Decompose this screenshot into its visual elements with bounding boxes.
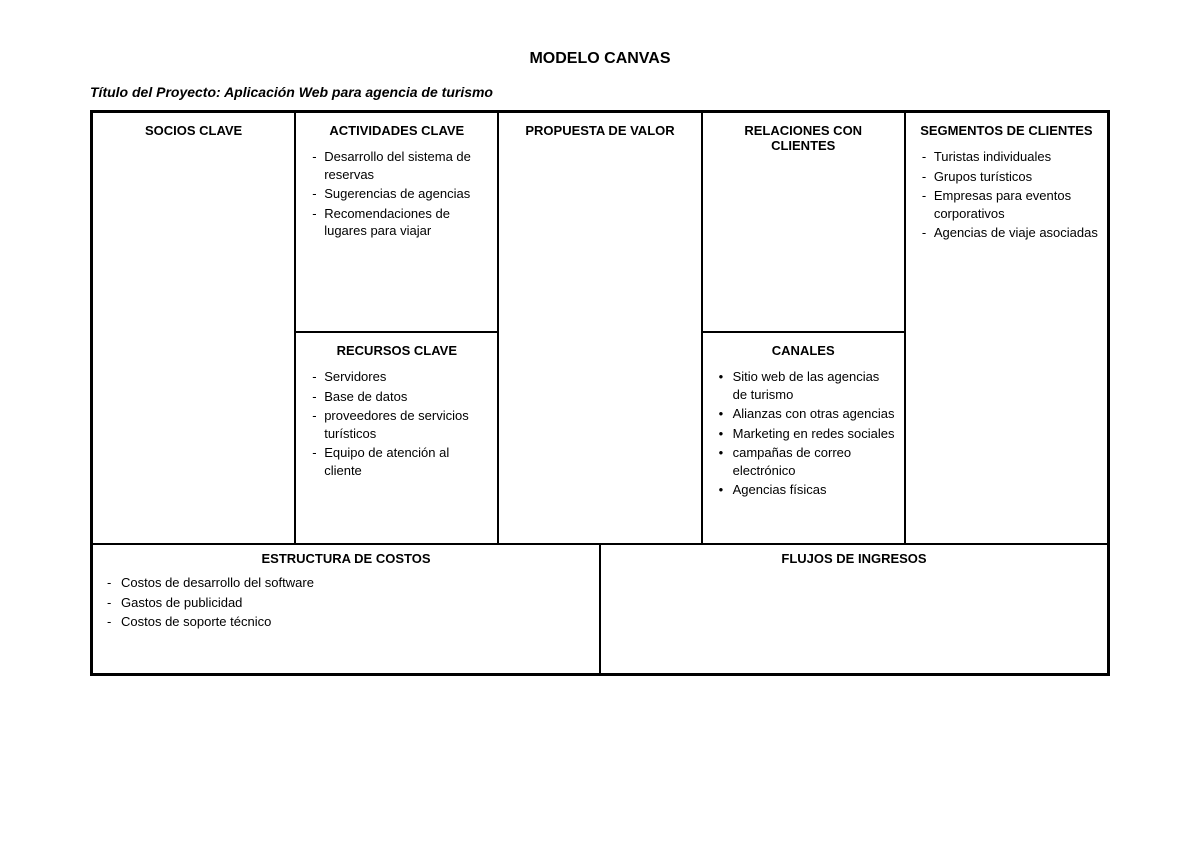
cell-flujos-ingresos: FLUJOS DE INGRESOS: [601, 545, 1107, 673]
list-recursos-clave: Servidores Base de datosproveedores de se…: [304, 368, 489, 479]
col-segmentos-clientes: SEGMENTOS DE CLIENTES Turistas individua…: [906, 113, 1107, 543]
project-name: Aplicación Web para agencia de turismo: [224, 84, 493, 100]
cell-propuesta-valor: PROPUESTA DE VALOR: [499, 113, 700, 543]
cell-recursos-clave: RECURSOS CLAVE Servidores Base de datospr…: [296, 333, 497, 543]
list-item: proveedores de servicios turísticos: [312, 407, 489, 442]
header-canales: CANALES: [711, 339, 896, 366]
cell-relaciones-clientes: RELACIONES CON CLIENTES: [703, 113, 904, 333]
col-propuesta-valor: PROPUESTA DE VALOR: [499, 113, 702, 543]
list-segmentos-clientes: Turistas individuales Grupos turísticosEm…: [914, 148, 1099, 242]
list-item: Marketing en redes sociales: [719, 425, 896, 443]
list-item: Base de datos: [312, 388, 489, 406]
list-item: Agencias de viaje asociadas: [922, 224, 1099, 242]
project-title-line: Título del Proyecto: Aplicación Web para…: [90, 84, 1110, 100]
cell-actividades-clave: ACTIVIDADES CLAVE Desarrollo del sistema…: [296, 113, 497, 333]
list-item: Sugerencias de agencias: [312, 185, 489, 203]
canvas-grid: SOCIOS CLAVE ACTIVIDADES CLAVE Desarroll…: [90, 110, 1110, 676]
list-item: Grupos turísticos: [922, 168, 1099, 186]
cell-socios-clave: SOCIOS CLAVE: [93, 113, 294, 543]
list-item: Gastos de publicidad: [101, 594, 591, 612]
list-item: Costos de desarrollo del software: [101, 574, 591, 592]
list-item: Empresas para eventos corporativos: [922, 187, 1099, 222]
list-item: Alianzas con otras agencias: [719, 405, 896, 423]
list-item: Desarrollo del sistema de reservas: [312, 148, 489, 183]
page-title: MODELO CANVAS: [90, 50, 1110, 68]
list-actividades-clave: Desarrollo del sistema de reservas Sugere…: [304, 148, 489, 240]
list-item: Sitio web de las agencias de turismo: [719, 368, 896, 403]
col-relaciones-canales: RELACIONES CON CLIENTES CANALES Sitio we…: [703, 113, 906, 543]
cell-canales: CANALES Sitio web de las agencias de tur…: [703, 333, 904, 543]
header-propuesta-valor: PROPUESTA DE VALOR: [507, 119, 692, 146]
col-actividades-recursos: ACTIVIDADES CLAVE Desarrollo del sistema…: [296, 113, 499, 543]
list-item: Servidores: [312, 368, 489, 386]
header-actividades-clave: ACTIVIDADES CLAVE: [304, 119, 489, 146]
list-item: Turistas individuales: [922, 148, 1099, 166]
col-socios-clave: SOCIOS CLAVE: [93, 113, 296, 543]
cell-segmentos-clientes: SEGMENTOS DE CLIENTES Turistas individua…: [906, 113, 1107, 543]
header-estructura-costos: ESTRUCTURA DE COSTOS: [101, 549, 591, 572]
list-estructura-costos: Costos de desarrollo del software Gastos …: [101, 574, 591, 631]
header-socios-clave: SOCIOS CLAVE: [101, 119, 286, 146]
list-item: campañas de correo electrónico: [719, 444, 896, 479]
list-item: Costos de soporte técnico: [101, 613, 591, 631]
list-item: Agencias físicas: [719, 481, 896, 499]
header-flujos-ingresos: FLUJOS DE INGRESOS: [609, 549, 1099, 572]
header-recursos-clave: RECURSOS CLAVE: [304, 339, 489, 366]
header-relaciones-clientes: RELACIONES CON CLIENTES: [711, 119, 896, 161]
canvas-top-row: SOCIOS CLAVE ACTIVIDADES CLAVE Desarroll…: [93, 113, 1107, 543]
list-item: Equipo de atención al cliente: [312, 444, 489, 479]
cell-estructura-costos: ESTRUCTURA DE COSTOS Costos de desarroll…: [93, 545, 601, 673]
canvas-bottom-row: ESTRUCTURA DE COSTOS Costos de desarroll…: [93, 543, 1107, 673]
project-label: Título del Proyecto:: [90, 84, 221, 100]
header-segmentos-clientes: SEGMENTOS DE CLIENTES: [914, 119, 1099, 146]
list-item: Recomendaciones de lugares para viajar: [312, 205, 489, 240]
list-canales: Sitio web de las agencias de turismo Alia…: [711, 368, 896, 499]
